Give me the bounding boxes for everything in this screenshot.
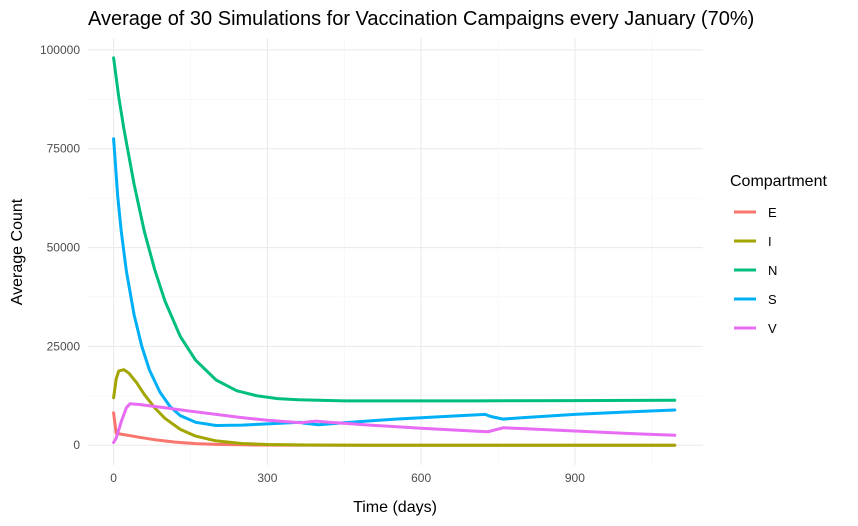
chart-title: Average of 30 Simulations for Vaccinatio…	[88, 8, 754, 30]
series-line-e	[112, 411, 677, 447]
x-tick-label: 300	[257, 471, 277, 485]
x-tick-label: 0	[110, 471, 117, 485]
y-axis-title: Average Count	[9, 198, 26, 305]
legend-label-e: E	[768, 205, 777, 220]
legend-label-v: V	[768, 321, 777, 336]
series-line-i	[112, 368, 677, 447]
series-line-s	[112, 137, 677, 427]
y-tick-label: 25000	[47, 339, 81, 353]
x-tick-labels: 0 300 600 900	[110, 471, 585, 485]
x-tick-label: 600	[411, 471, 431, 485]
series-line-n	[112, 56, 677, 403]
legend-label-i: I	[768, 234, 772, 249]
legend-label-n: N	[768, 263, 777, 278]
y-tick-label: 0	[73, 438, 80, 452]
y-tick-labels: 0 25000 50000 75000 100000	[40, 43, 80, 452]
series-line-v	[112, 402, 677, 444]
legend-title: Compartment	[730, 173, 827, 190]
x-tick-label: 900	[565, 471, 585, 485]
y-tick-label: 50000	[47, 241, 81, 255]
series-lines	[112, 56, 677, 447]
x-axis-title: Time (days)	[353, 499, 437, 516]
y-tick-label: 75000	[47, 142, 81, 156]
legend-label-s: S	[768, 292, 777, 307]
y-tick-label: 100000	[40, 43, 80, 57]
